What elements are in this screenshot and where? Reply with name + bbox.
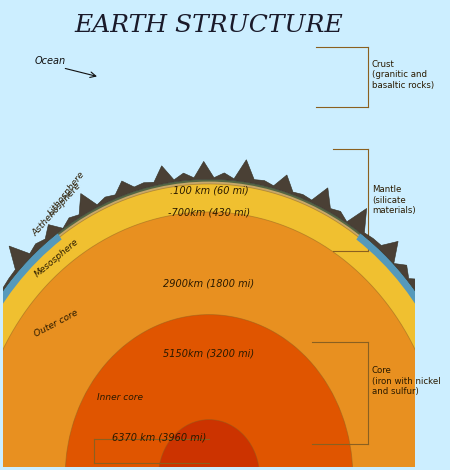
Polygon shape: [0, 160, 450, 453]
Wedge shape: [0, 179, 450, 470]
Text: Crust
(granitic and
basaltic rocks): Crust (granitic and basaltic rocks): [372, 60, 434, 90]
Text: Lithosphere: Lithosphere: [47, 170, 87, 217]
Text: 5150km (3200 mi): 5150km (3200 mi): [163, 348, 255, 359]
Wedge shape: [356, 233, 450, 470]
Text: Mesosphere: Mesosphere: [33, 237, 80, 279]
Text: Ocean: Ocean: [35, 56, 66, 66]
Text: -700km (430 mi): -700km (430 mi): [168, 208, 250, 218]
Text: .100 km (60 mi): .100 km (60 mi): [170, 186, 248, 196]
Text: Asthenosphere: Asthenosphere: [30, 181, 82, 238]
Wedge shape: [158, 420, 260, 470]
Wedge shape: [0, 184, 450, 470]
Text: 6370 km (3960 mi): 6370 km (3960 mi): [112, 432, 207, 442]
Wedge shape: [0, 233, 62, 470]
Text: Mantle
(silicate
materials): Mantle (silicate materials): [372, 185, 415, 215]
Text: Inner core: Inner core: [97, 393, 143, 402]
Wedge shape: [65, 314, 353, 470]
Text: EARTH STRUCTURE: EARTH STRUCTURE: [75, 15, 343, 38]
Text: 2900km (1800 mi): 2900km (1800 mi): [163, 279, 255, 289]
Wedge shape: [0, 181, 450, 470]
Wedge shape: [0, 212, 444, 470]
Text: Outer core: Outer core: [33, 308, 80, 338]
Text: Core
(iron with nickel
and sulfur): Core (iron with nickel and sulfur): [372, 367, 441, 396]
